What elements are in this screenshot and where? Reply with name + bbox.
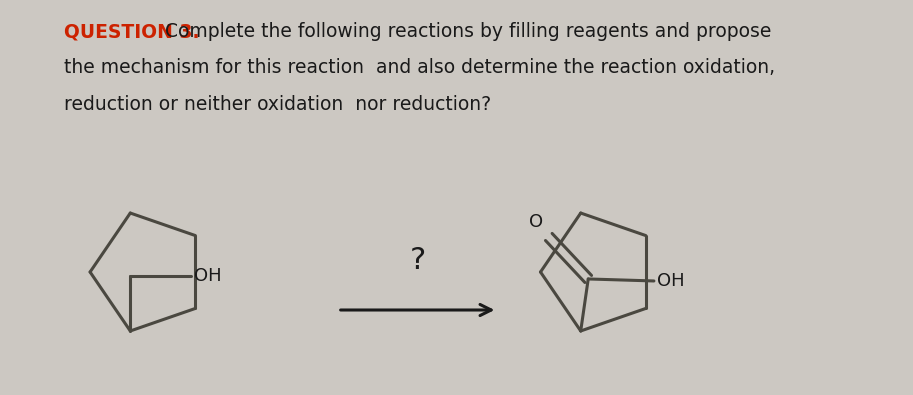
Text: O: O	[529, 213, 543, 231]
Text: OH: OH	[194, 267, 222, 285]
Text: Complete the following reactions by filling reagents and propose: Complete the following reactions by fill…	[153, 22, 771, 41]
Text: reduction or neither oxidation  nor reduction?: reduction or neither oxidation nor reduc…	[64, 95, 491, 114]
Text: OH: OH	[656, 272, 685, 290]
Text: ?: ?	[409, 246, 425, 275]
Text: QUESTION 3.: QUESTION 3.	[64, 22, 199, 41]
Text: the mechanism for this reaction  and also determine the reaction oxidation,: the mechanism for this reaction and also…	[64, 58, 775, 77]
